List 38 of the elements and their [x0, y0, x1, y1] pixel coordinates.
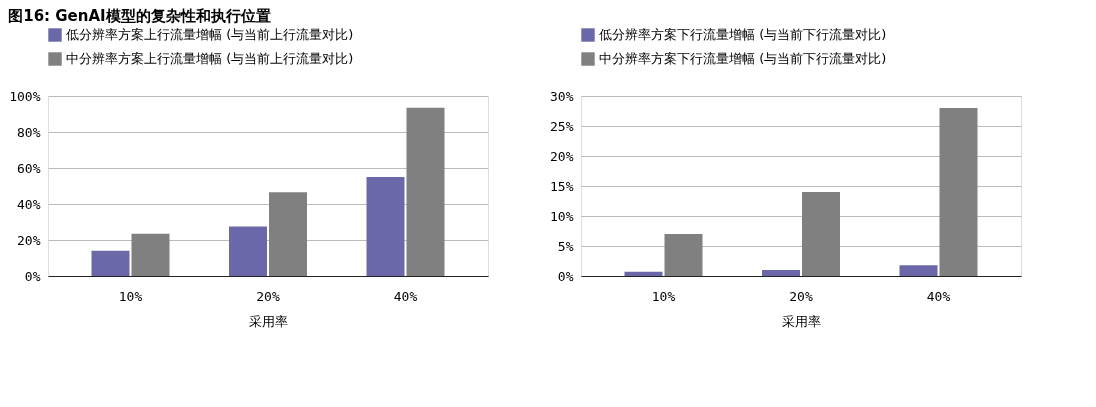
x-axis-title: 采用率 — [782, 313, 821, 329]
bar — [802, 192, 840, 276]
y-tick-label: 0% — [557, 268, 574, 284]
x-axis-title: 采用率 — [249, 313, 288, 329]
chart-title: 图16: GenAI模型的复杂性和执行位置 — [8, 6, 271, 25]
bar — [624, 271, 663, 276]
x-tick-label: 20% — [256, 288, 280, 304]
y-tick-label: 60% — [17, 160, 41, 176]
bar — [762, 270, 800, 276]
y-tick-label: 30% — [550, 88, 574, 104]
x-tick-label: 40% — [393, 288, 418, 304]
y-tick-label: 5% — [557, 238, 574, 254]
y-tick-label: 100% — [9, 88, 41, 104]
bar — [269, 192, 307, 276]
y-tick-label: 15% — [550, 178, 574, 194]
y-tick-label: 20% — [17, 232, 41, 248]
legend-label: 低分辨率方案下行流量增幅 (与当前下行流量对比) — [599, 27, 887, 42]
x-tick-label: 10% — [651, 288, 676, 304]
y-tick-label: 0% — [24, 268, 41, 284]
x-tick-label: 10% — [118, 288, 143, 304]
y-tick-label: 40% — [17, 196, 41, 212]
y-tick-label: 20% — [550, 148, 574, 164]
bar — [91, 250, 130, 276]
legend-label: 中分辨率方案上行流量增幅 (与当前上行流量对比) — [66, 51, 354, 66]
legend-label: 中分辨率方案下行流量增幅 (与当前下行流量对比) — [599, 51, 887, 66]
bar — [899, 265, 938, 276]
bar — [939, 108, 978, 276]
x-tick-label: 40% — [926, 288, 951, 304]
y-tick-label: 25% — [550, 118, 574, 134]
bar — [406, 107, 445, 276]
y-tick-label: 80% — [17, 124, 41, 140]
bar — [229, 226, 267, 276]
bar — [664, 234, 703, 276]
legend-label: 低分辨率方案上行流量增幅 (与当前上行流量对比) — [66, 27, 354, 42]
bar — [131, 233, 170, 276]
y-tick-label: 10% — [550, 208, 574, 224]
bar — [366, 177, 405, 276]
x-tick-label: 20% — [789, 288, 813, 304]
